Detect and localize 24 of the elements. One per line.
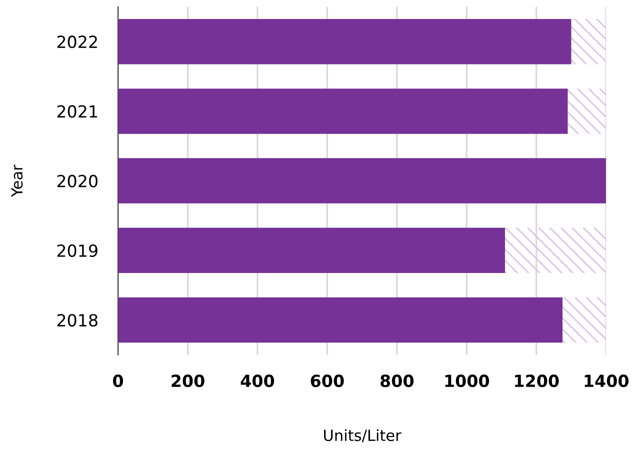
bar	[118, 228, 505, 274]
bar	[118, 88, 568, 134]
y-tick-label: 2018	[57, 314, 98, 327]
bar	[118, 158, 606, 204]
x-tick-label: 600	[310, 374, 344, 388]
x-tick-label: 1400	[584, 374, 628, 388]
y-axis-title: Year	[11, 164, 23, 198]
bar	[118, 18, 572, 64]
x-tick-label: 1000	[445, 374, 490, 388]
bar	[505, 228, 606, 274]
x-tick-label: 1200	[515, 374, 559, 388]
x-tick-label: 200	[172, 374, 204, 388]
bar	[571, 18, 606, 64]
y-tick-label: 2020	[57, 174, 98, 188]
bar	[118, 297, 563, 343]
y-tick-label: 2021	[57, 105, 98, 118]
y-tick-label: 2019	[57, 244, 98, 257]
x-tick-label: 800	[380, 374, 414, 388]
x-axis-title: Units/Liter	[324, 429, 402, 442]
bar	[568, 88, 606, 134]
x-tick-label: 0	[113, 374, 124, 388]
y-tick-label: 2022	[57, 36, 97, 48]
x-tick-label: 400	[240, 374, 274, 388]
bar	[562, 297, 606, 343]
